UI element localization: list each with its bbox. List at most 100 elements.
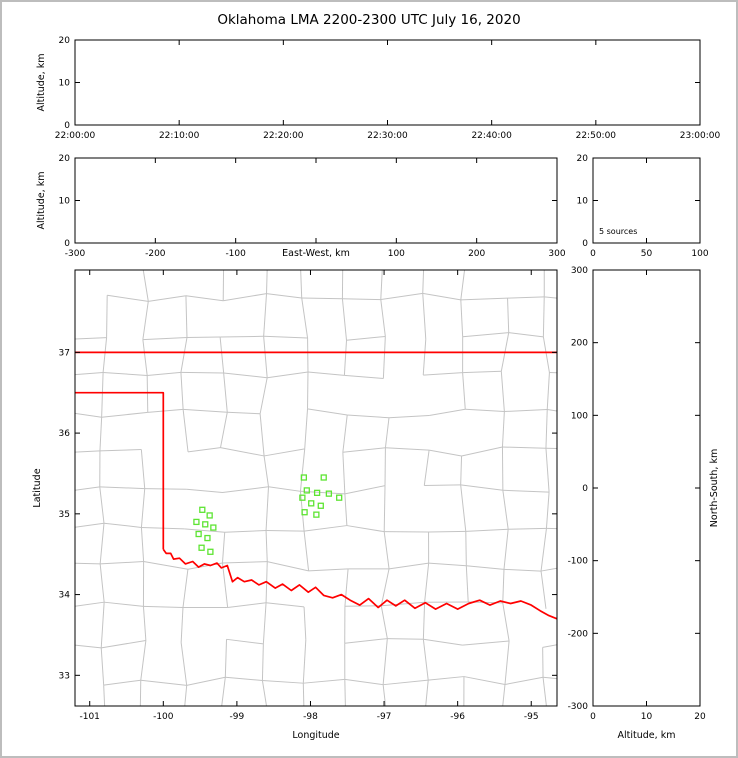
x-tick-label: 20	[694, 712, 706, 722]
county-line	[582, 564, 587, 602]
x-tick-label: 22:50:00	[576, 131, 617, 141]
county-line	[342, 452, 346, 494]
county-line	[346, 335, 386, 341]
county-line	[307, 408, 348, 416]
county-line	[100, 561, 144, 565]
county-line	[139, 680, 142, 706]
county-line	[220, 335, 264, 338]
county-line	[383, 261, 424, 264]
county-line	[75, 450, 100, 453]
county-line	[180, 607, 184, 643]
county-line	[99, 563, 105, 603]
county-line	[500, 371, 505, 412]
county-line	[540, 571, 547, 609]
y-tick-label: 10	[59, 79, 71, 89]
county-line	[503, 568, 542, 572]
county-line	[267, 371, 309, 379]
county-line	[423, 638, 463, 646]
y-tick-label: 300	[571, 266, 588, 276]
source-count-annotation: 5 sources	[599, 227, 637, 236]
county-line	[549, 372, 557, 374]
county-line	[99, 417, 103, 451]
county-line	[424, 258, 466, 264]
x-tick-label: 22:10:00	[159, 131, 200, 141]
county-line	[546, 527, 557, 530]
panel-altitude-histogram: 0 50 100 0 10 20 5 sources	[577, 154, 709, 259]
y-tick-label: 37	[59, 348, 70, 358]
y-tick-label: 0	[64, 239, 70, 249]
county-line	[347, 414, 390, 419]
county-line	[142, 270, 149, 302]
county-line	[429, 449, 462, 457]
county-line	[148, 295, 186, 302]
county-line	[221, 715, 269, 719]
county-line	[224, 639, 228, 678]
x-tick-label: -98	[303, 712, 318, 722]
lightning-source-marker	[301, 509, 308, 516]
lightning-source-marker	[198, 544, 205, 551]
county-line	[259, 377, 268, 414]
county-line	[465, 408, 505, 413]
county-line	[504, 676, 544, 685]
county-line	[544, 296, 557, 299]
x-tick-label: 22:30:00	[367, 131, 408, 141]
x-tick-label: -300	[65, 249, 86, 259]
county-line	[300, 490, 345, 495]
county-line	[428, 530, 466, 533]
panel-plan-map: -101 -100 -99 -98 -97 -96 -95 33 34 35 36 37 Longitu…	[32, 269, 558, 741]
lightning-source-markers	[193, 474, 343, 555]
county-line	[504, 409, 548, 413]
x-tick-label: -97	[377, 712, 392, 722]
county-line	[543, 676, 557, 680]
county-line	[223, 372, 228, 413]
county-line	[262, 679, 304, 684]
lightning-source-marker	[204, 534, 211, 542]
county-line	[380, 292, 423, 301]
county-line	[465, 531, 467, 566]
county-line	[382, 336, 386, 379]
county-line	[381, 601, 425, 607]
county-line	[224, 530, 267, 533]
y-tick-label: 36	[59, 429, 71, 439]
county-line	[266, 293, 302, 299]
county-line	[140, 527, 145, 562]
county-line	[186, 488, 223, 493]
county-line	[266, 602, 305, 608]
county-line	[344, 485, 386, 495]
county-line	[503, 529, 509, 570]
x-tick-label: 300	[548, 249, 565, 259]
x-tick-label: -100	[225, 249, 246, 259]
county-line	[182, 569, 189, 608]
county-line	[460, 455, 463, 485]
lightning-source-marker	[308, 500, 315, 507]
county-line	[75, 337, 107, 340]
county-boundaries	[61, 258, 587, 724]
county-line	[301, 297, 343, 300]
county-line	[463, 676, 506, 685]
county-line	[99, 486, 145, 490]
y-tick-label: -300	[568, 702, 589, 712]
county-line	[304, 408, 309, 449]
county-line	[268, 486, 301, 492]
lightning-source-marker	[313, 489, 321, 496]
x-tick-label: 100	[691, 249, 708, 259]
axis-title-y: Altitude, km	[36, 172, 47, 230]
county-line	[263, 336, 268, 378]
y-tick-label: 33	[59, 671, 70, 681]
county-line	[61, 607, 66, 643]
county-line	[183, 715, 221, 724]
y-tick-label: 20	[59, 154, 71, 164]
county-line	[142, 339, 148, 376]
county-line	[99, 486, 105, 524]
county-line	[263, 293, 268, 337]
county-line	[219, 412, 228, 448]
county-line	[461, 446, 503, 457]
lightning-source-marker	[195, 530, 202, 538]
y-tick-label: 20	[577, 154, 589, 164]
panel-north-south-altitude: 0 10 20 -300 -200 -100 0 100 200 300 Altitude, km N…	[568, 266, 720, 741]
county-line	[75, 644, 102, 649]
county-line	[344, 374, 384, 379]
county-line	[542, 677, 547, 706]
county-line	[383, 485, 386, 532]
county-line	[267, 561, 309, 572]
